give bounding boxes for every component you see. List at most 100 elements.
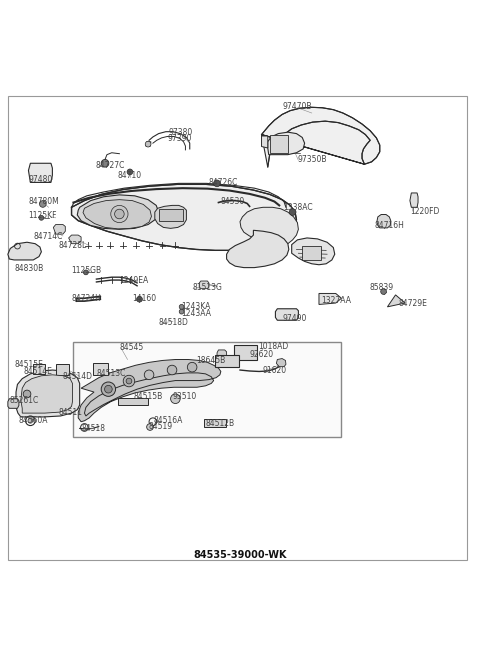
Bar	[118, 398, 148, 405]
Polygon shape	[72, 185, 297, 250]
Text: 14160: 14160	[132, 294, 156, 303]
Text: 84716H: 84716H	[374, 221, 404, 230]
Circle shape	[187, 363, 197, 372]
Text: 97490: 97490	[282, 314, 307, 323]
Circle shape	[39, 201, 46, 207]
Circle shape	[101, 160, 109, 167]
Text: 84560A: 84560A	[19, 416, 48, 425]
Text: 84714C: 84714C	[33, 231, 62, 241]
Polygon shape	[146, 141, 151, 147]
Text: 84518D: 84518D	[158, 318, 189, 327]
Circle shape	[214, 180, 220, 186]
Text: 97380: 97380	[168, 128, 192, 137]
Polygon shape	[262, 136, 268, 148]
Text: 97470B: 97470B	[283, 102, 312, 111]
Circle shape	[144, 370, 154, 379]
Circle shape	[170, 394, 180, 404]
Text: 97480: 97480	[28, 175, 53, 184]
Polygon shape	[240, 207, 299, 244]
Polygon shape	[83, 200, 152, 229]
Bar	[158, 209, 182, 221]
Bar	[270, 134, 288, 153]
Text: 92620: 92620	[250, 350, 274, 359]
Polygon shape	[387, 295, 405, 307]
Text: 84514D: 84514D	[63, 372, 93, 381]
Circle shape	[137, 296, 143, 302]
Polygon shape	[410, 193, 418, 207]
Text: 81513G: 81513G	[192, 283, 222, 292]
Text: 84729E: 84729E	[399, 299, 428, 308]
Polygon shape	[53, 224, 65, 234]
Text: 97390: 97390	[168, 134, 192, 143]
Text: 84830B: 84830B	[14, 264, 43, 273]
Circle shape	[101, 382, 116, 396]
Polygon shape	[155, 205, 186, 228]
Bar	[204, 419, 226, 426]
Polygon shape	[217, 350, 227, 359]
Circle shape	[289, 209, 296, 215]
Circle shape	[381, 289, 386, 295]
Circle shape	[84, 270, 88, 274]
Text: 84512B: 84512B	[205, 419, 235, 428]
Text: 91620: 91620	[263, 366, 287, 374]
Polygon shape	[21, 375, 72, 413]
Polygon shape	[77, 195, 158, 230]
Circle shape	[179, 309, 184, 314]
Text: 1249EA: 1249EA	[120, 276, 149, 285]
Bar	[302, 246, 322, 260]
Circle shape	[28, 419, 33, 423]
Polygon shape	[199, 281, 209, 289]
Text: 1327AA: 1327AA	[322, 296, 351, 305]
Polygon shape	[8, 399, 19, 408]
Text: 84724H: 84724H	[72, 294, 101, 303]
Circle shape	[39, 215, 44, 220]
Polygon shape	[227, 230, 289, 267]
Text: 84530: 84530	[221, 197, 245, 206]
Text: 1338AC: 1338AC	[283, 203, 312, 212]
Bar	[234, 345, 257, 359]
Polygon shape	[276, 359, 286, 366]
Polygon shape	[28, 163, 52, 183]
Circle shape	[111, 205, 128, 222]
Text: 84515E: 84515E	[14, 360, 43, 369]
Circle shape	[123, 376, 135, 387]
Bar	[215, 355, 239, 366]
Text: 84780M: 84780M	[28, 197, 59, 206]
Polygon shape	[262, 108, 380, 167]
Polygon shape	[8, 243, 41, 260]
Text: 84545: 84545	[120, 343, 144, 352]
Polygon shape	[78, 359, 221, 422]
Circle shape	[23, 390, 31, 398]
Polygon shape	[319, 293, 341, 304]
Text: 1125GB: 1125GB	[72, 267, 102, 275]
Text: 18645B: 18645B	[196, 356, 225, 365]
Text: 84519: 84519	[148, 422, 172, 432]
Text: 84515B: 84515B	[134, 393, 163, 402]
Text: 84726C: 84726C	[209, 178, 238, 187]
Circle shape	[115, 209, 124, 219]
Text: 84516A: 84516A	[154, 416, 183, 425]
Text: 85839: 85839	[369, 283, 393, 292]
Circle shape	[126, 378, 132, 384]
Polygon shape	[377, 215, 391, 228]
Text: 84514E: 84514E	[24, 367, 52, 376]
Text: 93510: 93510	[172, 393, 196, 402]
Text: 1220FD: 1220FD	[410, 207, 439, 216]
Text: 97350B: 97350B	[298, 155, 327, 164]
Polygon shape	[69, 235, 81, 244]
Polygon shape	[268, 132, 305, 155]
Text: 84727C: 84727C	[96, 161, 125, 170]
Bar	[73, 342, 341, 437]
Text: 1125KF: 1125KF	[28, 211, 57, 220]
Text: 85261C: 85261C	[9, 396, 38, 405]
Polygon shape	[292, 238, 335, 265]
Text: 1243KA: 1243KA	[181, 303, 211, 312]
Text: 84511: 84511	[58, 408, 82, 417]
Circle shape	[105, 385, 112, 393]
Bar	[93, 363, 108, 375]
Text: 84518: 84518	[81, 424, 105, 433]
Circle shape	[147, 424, 154, 430]
Bar	[33, 364, 45, 374]
Circle shape	[179, 304, 184, 309]
Circle shape	[145, 141, 151, 147]
